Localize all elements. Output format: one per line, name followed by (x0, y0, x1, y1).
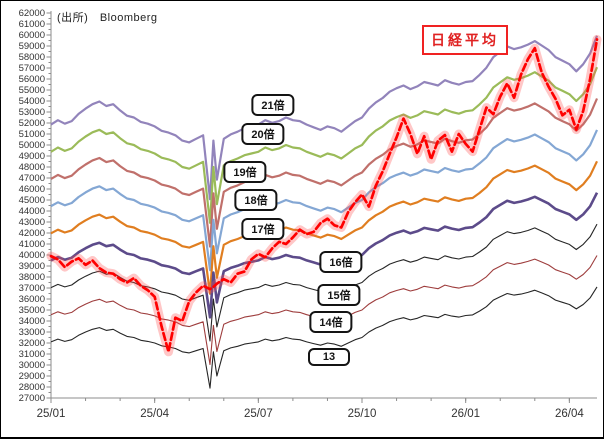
y-tick-label: 46000 (19, 184, 45, 195)
x-tick-label: 25/10 (348, 408, 377, 420)
y-tick-label: 36000 (19, 294, 45, 305)
y-tick-label: 53000 (19, 107, 45, 118)
legend-nikkei-box: 日経平均 (422, 25, 508, 55)
y-tick-label: 28000 (19, 382, 45, 393)
per-band-line-18x (50, 129, 599, 272)
y-axis: 2700028000290003000031000320003300034000… (19, 8, 51, 404)
y-tick-label: 52000 (19, 118, 45, 129)
source-label: (出所) Bloomberg (57, 12, 158, 24)
y-tick-label: 56000 (19, 74, 45, 85)
y-tick-label: 37000 (19, 283, 45, 294)
per-band-label-19x: 19倍 (223, 161, 267, 183)
y-tick-label: 55000 (19, 85, 45, 96)
y-tick-label: 57000 (19, 63, 45, 74)
per-band-label-21x: 21倍 (251, 94, 295, 116)
y-tick-label: 42000 (19, 228, 45, 239)
per-band-label-15x: 15倍 (317, 284, 361, 306)
legend-nikkei-label: 日経平均 (431, 32, 499, 48)
y-tick-label: 61000 (19, 19, 45, 30)
y-tick-label: 29000 (19, 371, 45, 382)
y-tick-label: 51000 (19, 129, 45, 140)
x-tick-label: 25/07 (244, 408, 273, 420)
y-tick-label: 44000 (19, 206, 45, 217)
y-tick-label: 60000 (19, 30, 45, 41)
per-band-line-20x (50, 66, 599, 224)
per-band-label-18x: 18倍 (234, 189, 278, 211)
per-band-label-17x: 17倍 (241, 218, 285, 240)
y-tick-label: 40000 (19, 250, 45, 261)
y-tick-label: 33000 (19, 327, 45, 338)
y-tick-label: 47000 (19, 173, 45, 184)
y-tick-label: 30000 (19, 360, 45, 371)
y-tick-label: 27000 (19, 393, 45, 404)
y-tick-label: 45000 (19, 195, 45, 206)
per-band-label-16x: 16倍 (319, 251, 363, 273)
y-tick-label: 50000 (19, 140, 45, 151)
x-tick-label: 26/01 (451, 408, 480, 420)
y-tick-label: 41000 (19, 239, 45, 250)
per-band-line-21x (50, 35, 599, 201)
per-band-line-19x (50, 98, 599, 248)
per-band-label-13x: 13 (308, 348, 350, 366)
y-tick-label: 48000 (19, 162, 45, 173)
nikkei-line (46, 34, 602, 357)
per-band-label-14x: 14倍 (309, 311, 353, 333)
axes (50, 11, 597, 399)
y-tick-label: 32000 (19, 338, 45, 349)
x-tick-label: 25/01 (37, 408, 66, 420)
x-axis: 25/01 25/04 25/07 25/10 26/01 26/04 (37, 398, 584, 420)
y-tick-label: 39000 (19, 261, 45, 272)
y-tick-label: 54000 (19, 96, 45, 107)
nikkei-dashed-line (49, 38, 599, 354)
y-tick-label: 58000 (19, 52, 45, 63)
y-tick-label: 34000 (19, 316, 45, 327)
per-band-label-20x: 20倍 (241, 123, 285, 145)
per-band-line-13x (50, 286, 598, 389)
y-tick-label: 31000 (19, 349, 45, 360)
y-tick-label: 43000 (19, 217, 45, 228)
per-band-line-17x (50, 160, 598, 295)
y-tick-label: 59000 (19, 41, 45, 52)
y-tick-label: 49000 (19, 151, 45, 162)
y-tick-label: 35000 (19, 305, 45, 316)
x-tick-label: 25/04 (140, 408, 169, 420)
y-tick-label: 38000 (19, 272, 45, 283)
x-tick-label: 26/04 (555, 408, 584, 420)
y-tick-label: 62000 (19, 8, 45, 19)
